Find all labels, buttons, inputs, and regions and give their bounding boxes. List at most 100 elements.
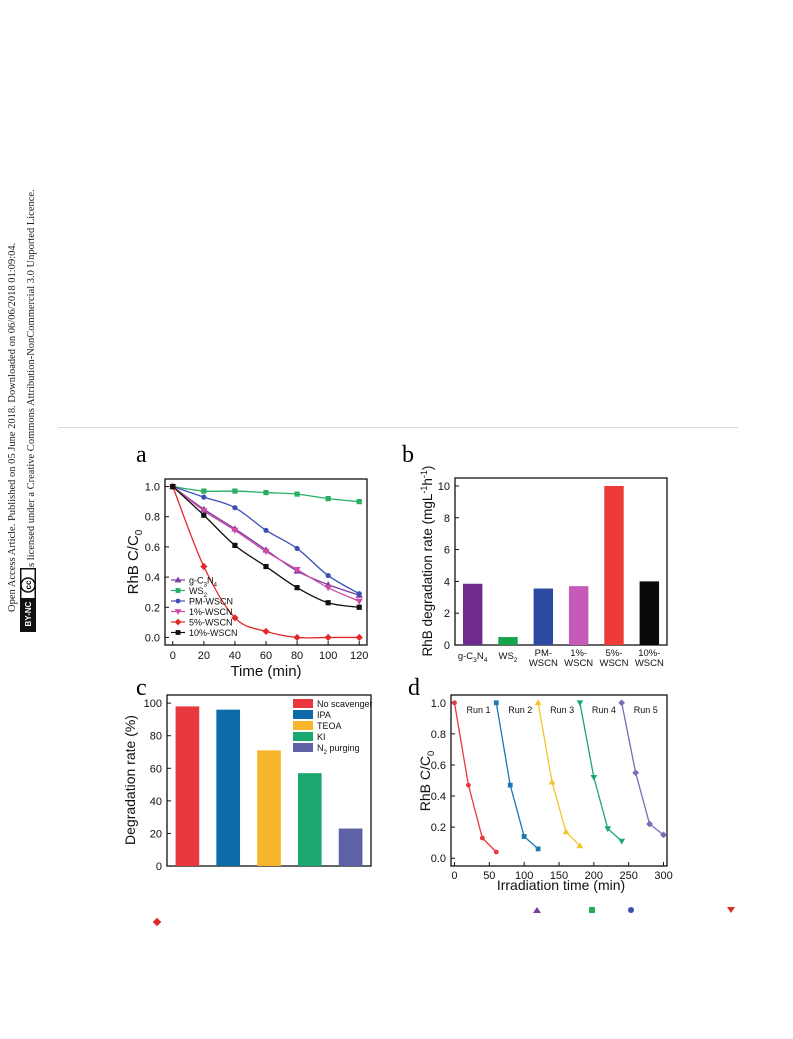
- panel-a-legend-label: g-C3N4: [189, 576, 218, 589]
- panel-c-bar: [338, 828, 363, 866]
- panel-a-data-point: [262, 548, 270, 556]
- panel-a-data-point: [200, 508, 208, 515]
- panel-d-series-line: [621, 702, 664, 836]
- panel-b-category-label: WSCN: [599, 658, 628, 669]
- panel-d-run-label: Run 3: [550, 705, 574, 715]
- divider-rule: [58, 427, 738, 428]
- panel-a-xtick-label: 60: [260, 650, 272, 662]
- panel-d-data-point: [535, 846, 541, 852]
- panel-a-data-point: [201, 488, 207, 494]
- panel-d-xtick-label: 150: [550, 870, 568, 882]
- panel-b-frame: [454, 477, 668, 646]
- panel-a-xtick-label: 20: [198, 650, 210, 662]
- stray-markers: [152, 907, 735, 927]
- panel-c-ytick-label: 100: [144, 698, 162, 710]
- panel-a-data-point: [355, 633, 363, 642]
- panel-b-category-label: PM-: [535, 648, 552, 659]
- panel-b-ytick-label: 2: [444, 608, 450, 620]
- panel-a-legend-marker: [174, 618, 182, 626]
- stray-triangle-down-marker: [727, 907, 735, 913]
- panel-c-ylabel: Degradation rate (%): [122, 715, 138, 845]
- panel-d-data-point: [562, 828, 570, 835]
- panel-a-legend-marker: [174, 576, 182, 583]
- panel-c-legend-label: No scavenger: [317, 699, 373, 709]
- side-margin: Open Access Article. Published on 05 Jun…: [0, 0, 60, 700]
- panel-a-xtick-label: 80: [291, 650, 303, 662]
- panel-c-ytick-label: 80: [150, 731, 162, 743]
- panel-a-legend-label: PM-WSCN: [189, 597, 233, 607]
- panel-a-xlabel: Time (min): [230, 663, 301, 680]
- panel-a-data-point: [232, 505, 238, 511]
- panel-a-legend-label: 1%-WSCN: [189, 607, 233, 617]
- panel-d-data-point: [548, 778, 556, 785]
- svg-text:RhB C/C0: RhB C/C0: [125, 529, 145, 594]
- panel-c-legend-swatch: [293, 710, 313, 719]
- panel-d-ytick-label: 1.0: [431, 698, 446, 710]
- panel-a-ylabel: RhB C/C0: [125, 529, 145, 594]
- panel-b-bar: [498, 637, 518, 645]
- panel-a-legend-marker: [174, 609, 182, 615]
- panel-a-data-point: [293, 566, 301, 574]
- panel-c-bar: [297, 773, 322, 866]
- panel-d-data-point: [576, 842, 584, 849]
- panel-a-data-point: [262, 627, 270, 636]
- panel-c-ytick-label: 20: [150, 828, 162, 840]
- panel-d-ytick-label: 0.6: [431, 760, 446, 772]
- panel-d-run-label: Run 5: [634, 705, 658, 715]
- panel-a-data-point: [294, 545, 300, 552]
- panel-d-ytick-label: 0.0: [431, 853, 446, 865]
- panel-b-category-label: WSCN: [564, 658, 593, 669]
- panel-a-data-point: [293, 633, 301, 642]
- panel-d-series-line: [495, 702, 539, 850]
- panel-a-data-point: [200, 562, 208, 571]
- panel-d-ytick-label: 0.8: [431, 729, 446, 741]
- panel-d-series-line: [579, 702, 623, 842]
- panel-c-legend-swatch: [293, 732, 313, 741]
- panel-c-ytick-label: 60: [150, 763, 162, 775]
- panel-d-data-point: [604, 826, 612, 833]
- svg-text:RhB C/C0: RhB C/C0: [417, 751, 437, 812]
- panel-b-ytick-label: 8: [444, 513, 450, 525]
- panel-c-legend-swatch: [293, 699, 313, 708]
- panel-d-data-point: [632, 769, 640, 777]
- panel-d-data-point: [618, 699, 626, 707]
- panel-d-frame: [450, 694, 668, 867]
- panel-a-xtick-label: 40: [229, 650, 241, 662]
- panel-a-ytick-label: 0.6: [145, 542, 160, 554]
- panel-b-bar: [639, 581, 660, 645]
- stray-triangle-marker: [533, 907, 541, 913]
- panel-c-legend-label: N2 purging: [317, 743, 360, 756]
- panel-a-ytick-label: 0.0: [145, 632, 160, 644]
- panel-a-xtick-label: 0: [170, 650, 176, 662]
- panel-b-ytick-label: 4: [444, 576, 450, 588]
- panel-a-data-point: [201, 512, 207, 518]
- panel-a-data-point: [294, 491, 300, 497]
- panel-a-data-point: [170, 483, 176, 490]
- panel-d-ylabel: RhB C/C0: [417, 751, 437, 812]
- panel-a-data-point: [294, 585, 300, 591]
- panel-d-run-label: Run 4: [592, 705, 616, 715]
- panel-b-category-label: WS2: [498, 651, 517, 664]
- panel-a-xtick-label: 100: [319, 650, 337, 662]
- panel-c-ytick-label: 40: [150, 796, 162, 808]
- stray-diamond-marker: [152, 917, 162, 927]
- panel-a-legend-label: 10%-WSCN: [189, 628, 238, 638]
- panel-a-data-point: [325, 496, 331, 502]
- panel-b-category-label: g-C3N4: [458, 651, 488, 664]
- panel-a-data-point: [201, 494, 207, 500]
- panel-d-xtick-label: 200: [585, 870, 603, 882]
- panel-b-ytick-label: 0: [444, 640, 450, 652]
- panel-d-data-point: [660, 831, 667, 839]
- cc-license-badge[interactable]: cc BY-NC: [20, 568, 36, 632]
- panel-a-data-point: [232, 542, 238, 548]
- panel-b-bar: [462, 583, 483, 645]
- panel-a-ytick-label: 0.8: [145, 512, 160, 524]
- panel-d-xtick-label: 250: [619, 870, 637, 882]
- panel-b-ylabel: RhB degradation rate (mgL-1h-1): [419, 466, 435, 657]
- cc-badge-text: BY-NC: [24, 601, 33, 626]
- panel-d-xtick-label: 100: [515, 870, 533, 882]
- panel-d-data-point: [479, 835, 485, 841]
- panel-a-data-point: [232, 488, 238, 494]
- panel-c-legend-swatch: [293, 721, 313, 730]
